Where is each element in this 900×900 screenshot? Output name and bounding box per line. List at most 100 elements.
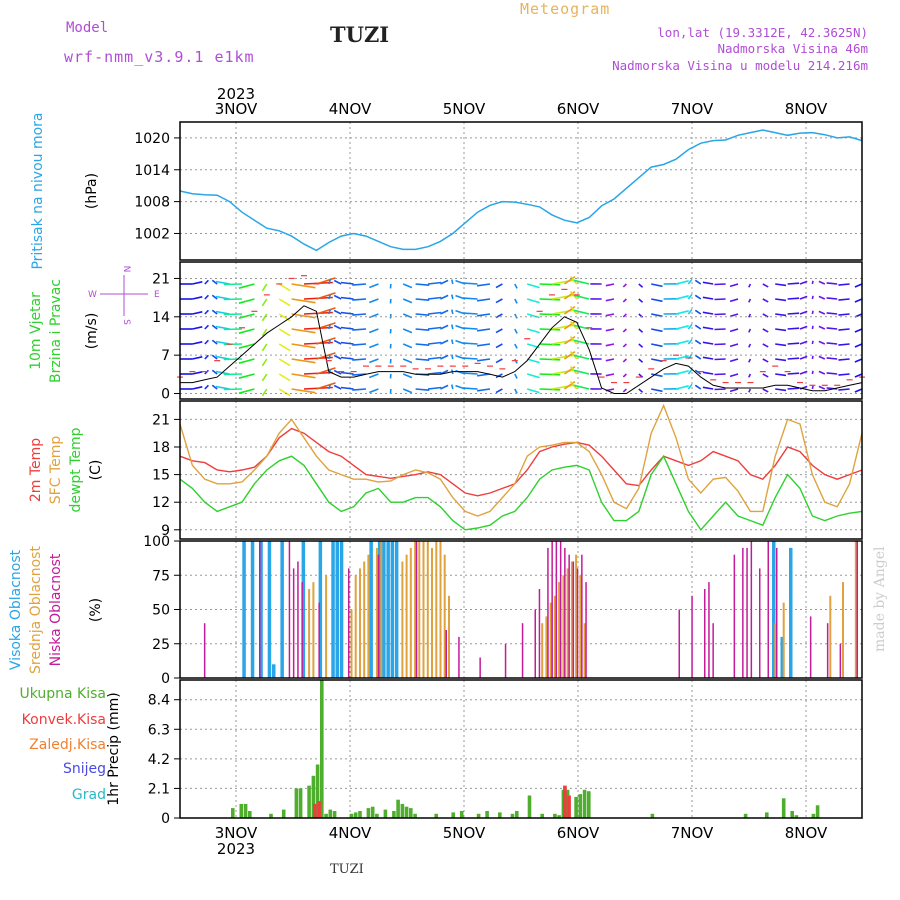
wind-barb bbox=[316, 337, 336, 345]
precip-bar-0 bbox=[400, 803, 405, 818]
wind-barb bbox=[514, 388, 518, 394]
wind-barb bbox=[622, 358, 627, 363]
precip-bar-0 bbox=[515, 811, 519, 818]
wind-barb bbox=[215, 355, 230, 360]
wind-barb bbox=[687, 278, 693, 285]
date-tick-bottom: 8NOV bbox=[785, 824, 828, 842]
cloud-bar-1 bbox=[375, 547, 378, 678]
cloud-bar-2 bbox=[559, 541, 562, 678]
wind-barb bbox=[811, 310, 814, 315]
wind-barb bbox=[838, 388, 850, 391]
precip-bar-0 bbox=[281, 809, 286, 818]
wind-barb bbox=[539, 343, 561, 346]
wind-barb bbox=[526, 313, 540, 319]
wind-barb bbox=[622, 343, 627, 348]
wind-barb bbox=[463, 312, 478, 315]
wind-barb bbox=[651, 298, 663, 303]
wind-barb bbox=[826, 342, 838, 345]
pressure-axis-title: Pritisak na nivou mora bbox=[30, 112, 46, 269]
wind-barb bbox=[440, 354, 449, 360]
precip-bar-0 bbox=[320, 680, 324, 818]
cloud-bar-1 bbox=[435, 541, 438, 678]
wind-barb bbox=[495, 358, 503, 364]
wind-barb bbox=[402, 298, 413, 304]
cloud-bar-2 bbox=[288, 541, 291, 678]
wind-barb bbox=[238, 283, 255, 289]
wind-barb bbox=[775, 313, 787, 317]
cloud-bar-2 bbox=[856, 541, 858, 678]
wind-barb bbox=[514, 283, 518, 289]
wind-barb bbox=[539, 373, 561, 376]
wind-barb bbox=[291, 373, 316, 379]
wind-barb bbox=[573, 324, 590, 330]
precip-bar-1 bbox=[563, 785, 567, 818]
wind-barb bbox=[440, 369, 449, 375]
date-tick-top: 5NOV bbox=[443, 100, 486, 118]
wind-barb bbox=[563, 320, 576, 330]
wind-barb bbox=[748, 373, 752, 378]
cloud-bar-1 bbox=[549, 602, 552, 678]
wind-barb bbox=[675, 310, 689, 315]
cloud-bar-0 bbox=[377, 541, 382, 678]
wind-barb bbox=[415, 388, 430, 391]
wind-barb bbox=[204, 279, 209, 285]
cloud-bar-1 bbox=[541, 623, 544, 678]
wind-barb bbox=[799, 310, 808, 315]
cloud-bar-2 bbox=[445, 630, 447, 678]
precip-bar-0 bbox=[527, 795, 532, 818]
precip-bar-1 bbox=[567, 795, 571, 818]
wind-barb bbox=[340, 326, 354, 330]
wind-barb bbox=[328, 384, 332, 390]
wind-barb bbox=[563, 365, 576, 375]
wind-barb bbox=[415, 283, 430, 286]
cloud-bar-2 bbox=[678, 609, 680, 678]
precip-bar-0 bbox=[574, 796, 578, 818]
wind-barb bbox=[729, 298, 739, 303]
date-tick-top: 3NOV bbox=[215, 100, 258, 118]
wind-barb bbox=[799, 295, 808, 300]
compass-s-label: S bbox=[121, 319, 131, 325]
wind-barb bbox=[573, 354, 590, 360]
cloud-bar-2 bbox=[259, 541, 261, 678]
wind-barb bbox=[622, 313, 627, 318]
wind-barb bbox=[463, 372, 478, 375]
wind-barb bbox=[702, 281, 714, 285]
wind-barb bbox=[440, 384, 449, 390]
wind-barb bbox=[223, 388, 243, 391]
wind-barb bbox=[687, 338, 693, 345]
wind-barb bbox=[402, 358, 413, 364]
wind-barb bbox=[675, 325, 689, 330]
wind-barb bbox=[402, 388, 413, 394]
wind-barb bbox=[818, 295, 826, 300]
wind-barb bbox=[714, 313, 726, 316]
panel-frame-wind bbox=[179, 261, 863, 400]
precip-bar-0 bbox=[476, 813, 481, 818]
wind-barb bbox=[211, 279, 218, 285]
cloud-bar-2 bbox=[547, 547, 549, 678]
wind-barb bbox=[495, 388, 503, 394]
wind-barb bbox=[463, 282, 478, 285]
cloud-bar-2 bbox=[534, 609, 536, 678]
wind-barb bbox=[569, 305, 578, 315]
compass-n-label: N bbox=[121, 266, 131, 273]
wind-barb bbox=[192, 341, 203, 345]
cloud-bar-1 bbox=[401, 561, 404, 678]
wind-barb bbox=[223, 343, 243, 346]
wind-unit: (m/s) bbox=[84, 313, 100, 350]
precip-bar-0 bbox=[811, 813, 816, 818]
precip-bar-0 bbox=[459, 811, 464, 818]
wind-barb bbox=[476, 343, 491, 347]
cloud-bar-1 bbox=[782, 602, 785, 678]
cloud-bar-2 bbox=[377, 554, 380, 678]
y-tick-label: 18 bbox=[152, 440, 170, 456]
wind-barb bbox=[838, 373, 850, 376]
cloud-bar-0 bbox=[386, 541, 390, 678]
altitude-label: Nadmorska Visina 46m bbox=[717, 41, 868, 56]
cloud-bar-2 bbox=[759, 568, 761, 678]
wind-barb bbox=[261, 328, 268, 337]
wind-barb bbox=[440, 309, 449, 315]
precip-bar-0 bbox=[269, 813, 273, 818]
wind-barb bbox=[352, 298, 367, 301]
precip-bar-0 bbox=[231, 808, 235, 818]
cloud-bar-0 bbox=[259, 541, 263, 678]
